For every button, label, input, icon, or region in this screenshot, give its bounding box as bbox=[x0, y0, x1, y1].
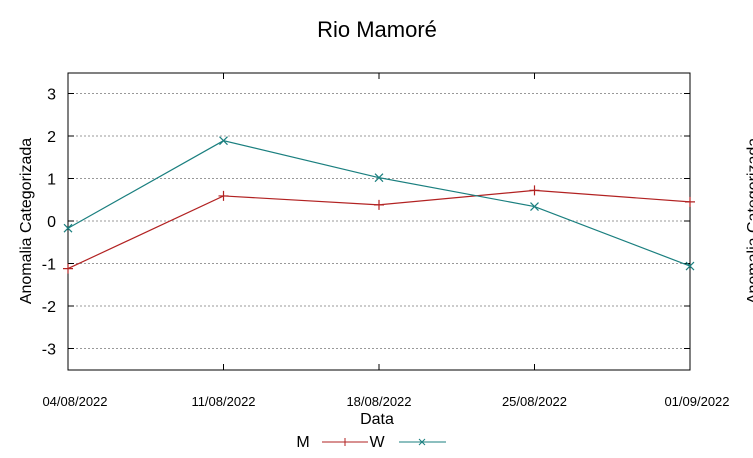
data-point-w bbox=[530, 202, 539, 211]
data-point-m bbox=[63, 263, 73, 274]
data-point-w bbox=[374, 173, 384, 183]
y-axis-label: Anomalia Categorizada bbox=[18, 138, 35, 304]
data-point-m bbox=[529, 185, 540, 196]
data-point-m bbox=[374, 199, 384, 210]
data-point-m bbox=[218, 190, 229, 201]
data-point-w bbox=[63, 223, 73, 233]
x-tick-label: 18/08/2022 bbox=[346, 394, 411, 409]
x-tick-label: 04/08/2022 bbox=[42, 394, 107, 409]
y-tick-label: -1 bbox=[42, 257, 56, 274]
legend-marker-w bbox=[418, 438, 426, 446]
legend-label-m: M bbox=[296, 434, 309, 451]
x-axis-label: Data bbox=[360, 411, 394, 428]
data-point-w bbox=[219, 136, 228, 146]
y-tick-label: 2 bbox=[47, 129, 56, 146]
y-tick-label: -3 bbox=[42, 342, 56, 359]
y-tick-label: 0 bbox=[47, 214, 56, 231]
legend-label-w: W bbox=[369, 434, 385, 451]
y2-axis-label: Anomalia Categorizada bbox=[745, 138, 753, 304]
data-point-w bbox=[685, 261, 695, 271]
chart-title: Rio Mamoré bbox=[317, 17, 437, 42]
y-tick-label: -2 bbox=[42, 299, 56, 316]
x-tick-label: 01/09/2022 bbox=[664, 394, 729, 409]
legend: M W bbox=[296, 434, 446, 451]
x-tick-label: 25/08/2022 bbox=[502, 394, 567, 409]
x-tick-label: 11/08/2022 bbox=[191, 394, 255, 409]
y-tick-label: 3 bbox=[47, 87, 56, 104]
data-point-m bbox=[685, 196, 695, 207]
y-tick-label: 1 bbox=[47, 172, 56, 189]
